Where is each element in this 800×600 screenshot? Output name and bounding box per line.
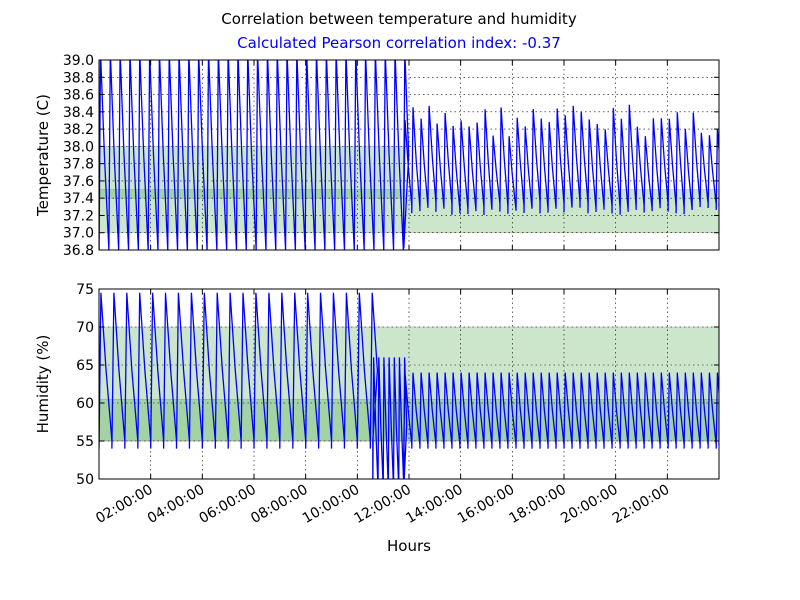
temperature-ytick-label-10: 38.8 xyxy=(63,70,94,86)
temperature-series-line xyxy=(99,60,719,250)
chart-title: Correlation between temperature and humi… xyxy=(221,10,577,28)
temperature-ytick-label-11: 39.0 xyxy=(63,53,94,69)
temperature-ytick-label-9: 38.6 xyxy=(63,88,94,104)
temperature-band-2 xyxy=(403,189,719,233)
chart-subtitle: Calculated Pearson correlation index: -0… xyxy=(237,34,561,52)
temperature-y-axis-label: Temperature (C) xyxy=(34,94,52,217)
temperature-ytick-label-6: 38.0 xyxy=(63,139,94,155)
humidity-panel: 50 55 60 65 70 75 Humidity (%) xyxy=(34,282,720,488)
humidity-ytick-label-3: 65 xyxy=(76,358,94,374)
x-axis-label: Hours xyxy=(387,537,431,555)
humidity-ytick-label-2: 60 xyxy=(76,396,94,412)
temperature-ytick-label-4: 37.6 xyxy=(63,174,94,190)
temperature-panel: 36.837.0 37.237.437.637.8 38.038.238.438.6… xyxy=(34,53,720,259)
temperature-ytick-label-5: 37.8 xyxy=(63,157,94,173)
humidity-y-axis-label: Humidity (%) xyxy=(34,335,52,434)
humidity-ytick-label-5: 75 xyxy=(76,282,94,298)
temperature-ytick-label-3: 37.4 xyxy=(63,191,94,207)
temperature-band-1 xyxy=(99,189,405,199)
temperature-ytick-label-2: 37.2 xyxy=(63,208,94,224)
temperature-ytick-label-0: 36.8 xyxy=(63,243,94,259)
temperature-ytick-label-8: 38.4 xyxy=(63,105,94,121)
humidity-ytick-label-4: 70 xyxy=(76,320,94,336)
temperature-ytick-label-7: 38.2 xyxy=(63,122,94,138)
humidity-ytick-label-1: 55 xyxy=(76,434,94,450)
humidity-series-line xyxy=(99,292,719,479)
temperature-ytick-label-1: 37.0 xyxy=(63,226,94,242)
humidity-ytick-label-0: 50 xyxy=(76,472,94,488)
